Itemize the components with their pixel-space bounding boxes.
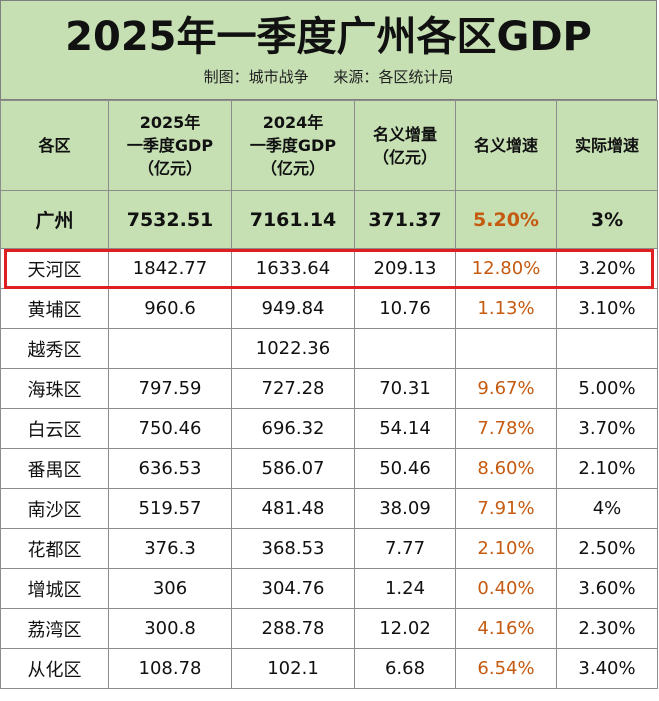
table-row: 番禺区 636.53 586.07 50.46 8.60% 2.10%: [0, 448, 658, 489]
col-real-growth-cell: 3.70%: [556, 408, 658, 449]
col-real-growth-cell: 3.20%: [556, 248, 658, 289]
col-nominal-increase-cell: 1.24: [354, 568, 456, 609]
col-gdp-2024-cell: 368.53: [231, 528, 355, 569]
table-row: 天河区 1842.77 1633.64 209.13 12.80% 3.20%: [0, 248, 658, 289]
col-nominal-growth-cell: 4.16%: [455, 608, 557, 649]
col-nominal-increase-cell: 209.13: [354, 248, 456, 289]
col-gdp-2025-cell: 376.3: [108, 528, 232, 569]
col-gdp-2025-cell: 306: [108, 568, 232, 609]
col-gdp-2025-cell: [108, 328, 232, 369]
col-nominal-increase-cell: 70.31: [354, 368, 456, 409]
table-header-row: 各区 2025年 一季度GDP （亿元） 2024年 一季度GDP （亿元） 名义增量 （亿元）…: [0, 100, 658, 191]
col-district-header: 各区: [0, 100, 109, 191]
col-gdp-2024-cell: 949.84: [231, 288, 355, 329]
col-nominal-increase-cell: 38.09: [354, 488, 456, 529]
col-gdp-2025-cell: 1842.77: [108, 248, 232, 289]
col-nominal-growth-cell: 2.10%: [455, 528, 557, 569]
col-gdp-2024-cell: 288.78: [231, 608, 355, 649]
col-real-growth-header: 实际增速: [556, 100, 658, 191]
col-district-cell: 海珠区: [0, 368, 109, 409]
col-gdp-2024-cell: 1633.64: [231, 248, 355, 289]
table-row: 海珠区 797.59 727.28 70.31 9.67% 5.00%: [0, 368, 658, 409]
col-nominal-increase-cell: 12.02: [354, 608, 456, 649]
col-nominal-growth-cell: 9.67%: [455, 368, 557, 409]
col-gdp-2025-cell: 7532.51: [108, 190, 232, 249]
col-nominal-growth-cell: 8.60%: [455, 448, 557, 489]
col-gdp-2025-cell: 960.6: [108, 288, 232, 329]
col-nominal-increase-cell: 371.37: [354, 190, 456, 249]
col-gdp-2025-cell: 636.53: [108, 448, 232, 489]
col-nominal-growth-header: 名义增速: [455, 100, 557, 191]
gdp-table: 各区 2025年 一季度GDP （亿元） 2024年 一季度GDP （亿元） 名义增量 （亿元）…: [0, 100, 658, 689]
col-nominal-growth-cell: 1.13%: [455, 288, 557, 329]
col-nominal-increase-cell: 6.68: [354, 648, 456, 689]
table-row: 从化区 108.78 102.1 6.68 6.54% 3.40%: [0, 648, 658, 689]
col-gdp-2024-cell: 304.76: [231, 568, 355, 609]
col-nominal-increase-cell: 50.46: [354, 448, 456, 489]
col-gdp-2025-cell: 519.57: [108, 488, 232, 529]
col-district-cell: 荔湾区: [0, 608, 109, 649]
total-row: 广州 7532.51 7161.14 371.37 5.20% 3%: [0, 190, 658, 249]
col-gdp-2024-header: 2024年 一季度GDP （亿元）: [231, 100, 355, 191]
table-row: 增城区 306 304.76 1.24 0.40% 3.60%: [0, 568, 658, 609]
col-district-cell: 黄埔区: [0, 288, 109, 329]
col-nominal-growth-cell: 6.54%: [455, 648, 557, 689]
col-gdp-2024-cell: 586.07: [231, 448, 355, 489]
col-nominal-increase-header: 名义增量 （亿元）: [354, 100, 456, 191]
col-district-cell: 南沙区: [0, 488, 109, 529]
table-row: 南沙区 519.57 481.48 38.09 7.91% 4%: [0, 488, 658, 529]
col-gdp-2024-cell: 727.28: [231, 368, 355, 409]
col-gdp-2024-cell: 481.48: [231, 488, 355, 529]
table-row: 荔湾区 300.8 288.78 12.02 4.16% 2.30%: [0, 608, 658, 649]
col-nominal-growth-cell: [455, 328, 557, 369]
col-nominal-growth-cell: 5.20%: [455, 190, 557, 249]
col-district-cell: 天河区: [0, 248, 109, 289]
col-district-cell: 广州: [0, 190, 109, 249]
col-real-growth-cell: 4%: [556, 488, 658, 529]
col-gdp-2024-cell: 696.32: [231, 408, 355, 449]
col-gdp-2025-cell: 300.8: [108, 608, 232, 649]
col-nominal-growth-cell: 0.40%: [455, 568, 557, 609]
col-district-cell: 越秀区: [0, 328, 109, 369]
col-gdp-2025-cell: 108.78: [108, 648, 232, 689]
table-row: 白云区 750.46 696.32 54.14 7.78% 3.70%: [0, 408, 658, 449]
col-real-growth-cell: 2.50%: [556, 528, 658, 569]
col-nominal-growth-cell: 7.78%: [455, 408, 557, 449]
col-real-growth-cell: 3.60%: [556, 568, 658, 609]
table-row: 越秀区 1022.36: [0, 328, 658, 369]
col-gdp-2024-cell: 1022.36: [231, 328, 355, 369]
col-district-cell: 番禺区: [0, 448, 109, 489]
source-credit: 来源：各区统计局: [333, 68, 454, 86]
col-nominal-increase-cell: 54.14: [354, 408, 456, 449]
col-gdp-2025-header: 2025年 一季度GDP （亿元）: [108, 100, 232, 191]
table-row: 黄埔区 960.6 949.84 10.76 1.13% 3.10%: [0, 288, 658, 329]
col-real-growth-cell: 2.10%: [556, 448, 658, 489]
col-nominal-growth-cell: 7.91%: [455, 488, 557, 529]
col-nominal-increase-cell: [354, 328, 456, 369]
col-district-cell: 花都区: [0, 528, 109, 569]
col-gdp-2024-cell: 7161.14: [231, 190, 355, 249]
col-gdp-2024-cell: 102.1: [231, 648, 355, 689]
table-row: 花都区 376.3 368.53 7.77 2.10% 2.50%: [0, 528, 658, 569]
credit-line: 制图：城市战争 来源：各区统计局: [1, 67, 656, 87]
col-real-growth-cell: 3.40%: [556, 648, 658, 689]
col-nominal-increase-cell: 10.76: [354, 288, 456, 329]
col-real-growth-cell: 2.30%: [556, 608, 658, 649]
col-district-cell: 白云区: [0, 408, 109, 449]
col-district-cell: 从化区: [0, 648, 109, 689]
col-nominal-increase-cell: 7.77: [354, 528, 456, 569]
col-gdp-2025-cell: 750.46: [108, 408, 232, 449]
col-real-growth-cell: 5.00%: [556, 368, 658, 409]
col-gdp-2025-cell: 797.59: [108, 368, 232, 409]
author-credit: 制图：城市战争: [203, 68, 309, 86]
col-real-growth-cell: 3%: [556, 190, 658, 249]
page-title: 2025年一季度广州各区GDP: [65, 14, 592, 60]
col-district-cell: 增城区: [0, 568, 109, 609]
header-banner: 2025年一季度广州各区GDP 制图：城市战争 来源：各区统计局: [0, 0, 657, 100]
col-real-growth-cell: [556, 328, 658, 369]
col-nominal-growth-cell: 12.80%: [455, 248, 557, 289]
col-real-growth-cell: 3.10%: [556, 288, 658, 329]
